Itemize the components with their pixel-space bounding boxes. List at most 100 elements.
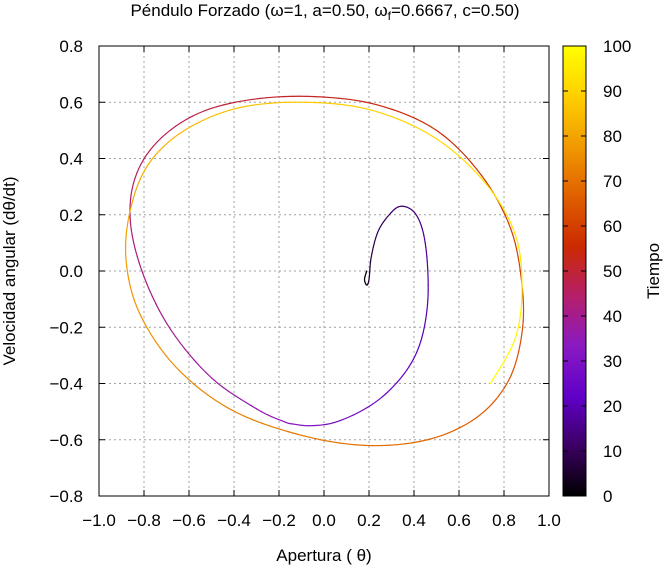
y-tick-label: −0.4 (49, 375, 83, 394)
trajectory-segment (237, 105, 247, 109)
trajectory-segment (165, 129, 172, 135)
trajectory-segment (352, 412, 358, 416)
y-axis: −0.8 −0.6 −0.4 −0.2 0.0 0.2 0.4 0.6 0.8 (49, 37, 549, 506)
trajectory-segment (173, 133, 180, 139)
trajectory-segment (410, 358, 414, 364)
trajectory-segment (132, 177, 136, 184)
trajectory-segment (354, 99, 364, 103)
trajectory-segment (512, 227, 516, 236)
trajectory-segment (516, 240, 520, 249)
trajectory-segment (454, 144, 462, 152)
trajectory-segment (139, 173, 144, 181)
colorbar-tick-label: 10 (603, 442, 622, 461)
trajectory-segment (203, 108, 211, 112)
trajectory-segment (412, 440, 421, 444)
trajectory-segment (321, 439, 332, 443)
trajectory-segment (223, 109, 232, 113)
trajectory-segment (189, 122, 198, 128)
trajectory-segment (421, 332, 424, 338)
trajectory-segment (462, 159, 471, 167)
trajectory-segment (504, 214, 509, 223)
trajectory-segment (270, 425, 281, 430)
trajectory-segment (134, 184, 139, 192)
trajectory-segment (356, 411, 361, 414)
y-tick-label: −0.2 (49, 318, 83, 337)
trajectory-segment (141, 168, 146, 176)
trajectory-segment (516, 350, 520, 359)
trajectory-segment (129, 285, 133, 294)
trajectory-segment (347, 443, 357, 446)
trajectory-segment (518, 247, 521, 255)
trajectory-segment (501, 385, 507, 392)
trajectory-segment (126, 272, 130, 281)
trajectory-segment (322, 102, 333, 105)
trajectory-segment (180, 371, 189, 379)
trajectory-segment (230, 107, 240, 111)
trajectory-segment (519, 306, 522, 315)
trajectory-segment (408, 362, 413, 367)
trajectory-segment (516, 249, 519, 258)
trajectory-segment (125, 226, 128, 235)
trajectory-segment (127, 214, 130, 222)
trajectory-segment (130, 228, 133, 237)
trajectory-segment (502, 207, 508, 216)
trajectory-segment (156, 137, 163, 143)
trajectory-segment (339, 103, 350, 107)
trajectory-segment (159, 145, 165, 151)
trajectory-segment (387, 388, 392, 393)
trajectory-segment (365, 405, 371, 409)
trajectory-segment (510, 368, 515, 376)
trajectory-segment (517, 319, 521, 327)
trajectory-segment (138, 312, 144, 321)
trajectory-segment (130, 188, 133, 195)
trajectory-segment (244, 416, 255, 421)
trajectory-segment (519, 313, 522, 321)
trajectory-segment (287, 431, 298, 435)
trajectory-segment (206, 394, 216, 401)
trajectory-segment (143, 276, 148, 284)
trajectory-segment (251, 405, 258, 410)
trajectory-segment (501, 207, 506, 216)
trajectory-segment (449, 148, 458, 155)
trajectory-segment (520, 332, 523, 340)
trajectory-segment (214, 399, 223, 406)
trajectory-segment (199, 388, 209, 396)
trajectory-segment (507, 221, 512, 230)
trajectory-segment (447, 429, 455, 434)
trajectory-segment (428, 133, 438, 140)
trajectory-segment (195, 119, 204, 125)
trajectory-segment (516, 325, 520, 334)
trajectory-segment (377, 104, 387, 108)
trajectory-segment (372, 401, 377, 405)
trajectory-segment (412, 355, 416, 361)
trajectory-segment (131, 182, 135, 190)
trajectory-segment (162, 316, 168, 325)
trajectory-segment (129, 193, 132, 201)
trajectory-segment (465, 156, 473, 164)
trajectory-segment (489, 379, 494, 385)
trajectory-segment (134, 172, 138, 179)
y-tick-label: −0.6 (49, 431, 83, 450)
trajectory-segment (134, 248, 138, 257)
trajectory-segment (143, 153, 148, 160)
trajectory-segment (258, 97, 268, 100)
trajectory-segment (168, 137, 175, 143)
y-tick-label: −0.8 (49, 487, 83, 506)
trajectory-segment (442, 134, 450, 141)
trajectory-segment (494, 369, 500, 377)
trajectory-segment (148, 289, 154, 298)
x-tick-label: −0.8 (127, 511, 161, 530)
trajectory-segment (448, 139, 456, 147)
trajectory-segment (236, 99, 246, 103)
trajectory-segment (521, 326, 524, 334)
trajectory-segment (512, 337, 516, 346)
trajectory-segment (485, 183, 492, 191)
trajectory-segment (471, 416, 478, 422)
trajectory-segment (222, 102, 232, 106)
trajectory-segment (125, 233, 127, 241)
trajectory-segment (476, 412, 483, 418)
trajectory-segment (514, 331, 518, 340)
trajectory-segment (330, 102, 341, 105)
trajectory-segment (429, 125, 438, 131)
trajectory-segment (490, 399, 496, 406)
